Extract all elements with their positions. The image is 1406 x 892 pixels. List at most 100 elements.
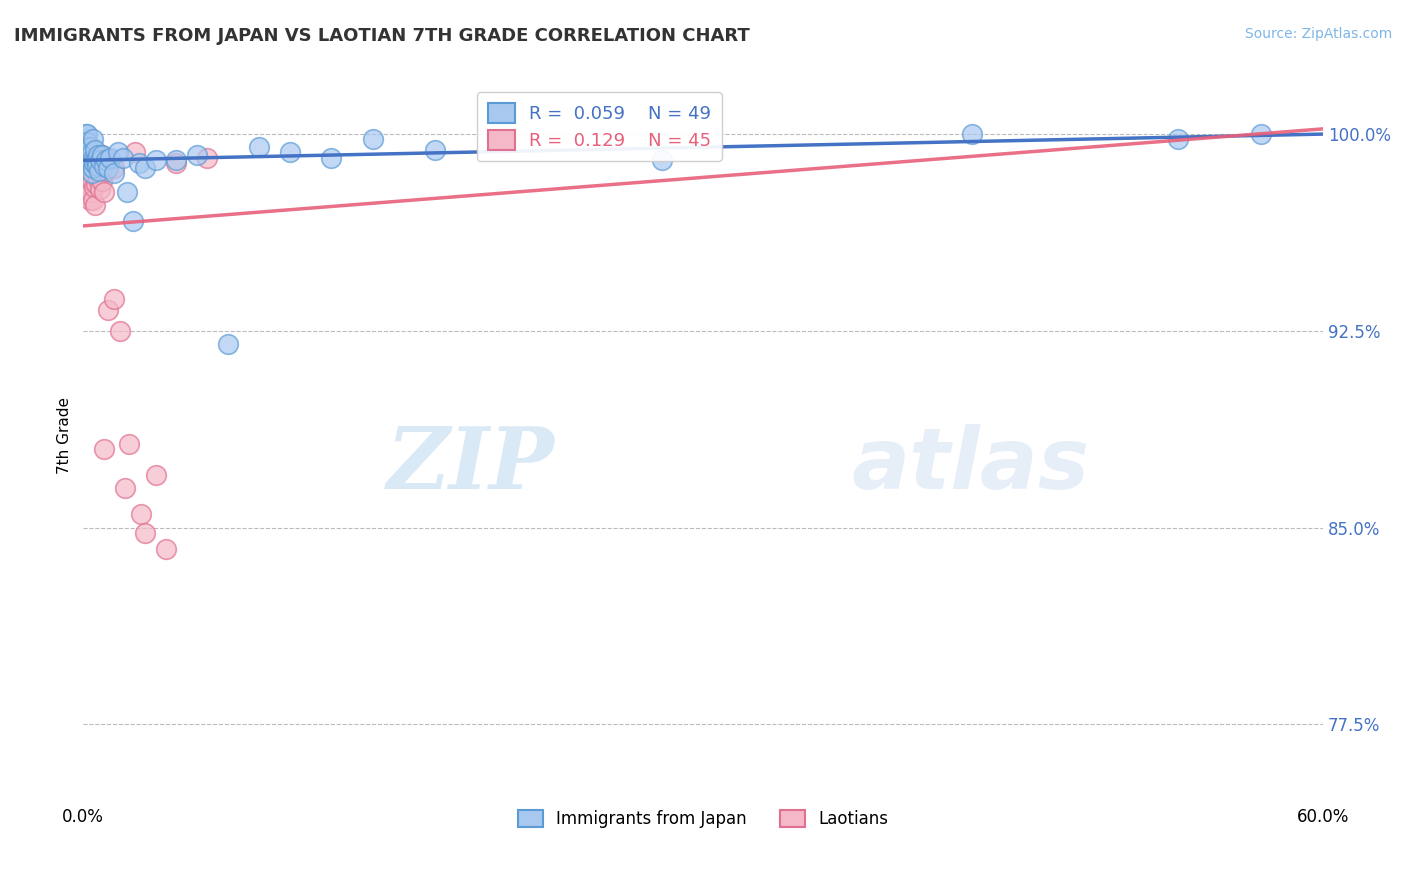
Point [107, 145, 129, 160]
Legend: Immigrants from Japan, Laotians: Immigrants from Japan, Laotians [512, 804, 896, 835]
Point [145, 153, 167, 168]
Point [423, 143, 446, 157]
Text: atlas: atlas [852, 424, 1090, 507]
Point [82, 193, 104, 207]
Point [103, 161, 125, 176]
Point [361, 132, 384, 146]
Point [83, 156, 105, 170]
Point [93, 159, 115, 173]
Point [145, 468, 167, 483]
Point [111, 151, 134, 165]
Point [97, 161, 120, 176]
Point [76, 135, 98, 149]
Point [75, 153, 97, 168]
Point [79, 166, 101, 180]
Point [75, 132, 97, 146]
Point [90, 148, 112, 162]
Point [84, 177, 107, 191]
Point [217, 337, 239, 351]
Point [247, 140, 270, 154]
Point [79, 140, 101, 154]
Point [73, 159, 96, 173]
Point [94, 163, 117, 178]
Point [278, 145, 301, 160]
Point [321, 151, 343, 165]
Point [134, 161, 156, 176]
Point [77, 179, 100, 194]
Point [90, 174, 112, 188]
Point [76, 151, 98, 165]
Point [195, 151, 218, 165]
Point [77, 145, 100, 160]
Y-axis label: 7th Grade: 7th Grade [58, 397, 72, 475]
Point [165, 156, 187, 170]
Point [80, 153, 103, 168]
Point [122, 213, 145, 227]
Point [97, 302, 120, 317]
Point [86, 159, 108, 173]
Point [165, 153, 187, 168]
Point [79, 159, 101, 173]
Point [73, 145, 96, 160]
Point [87, 148, 110, 162]
Point [76, 140, 98, 154]
Point [110, 324, 132, 338]
Point [77, 145, 100, 160]
Point [76, 127, 98, 141]
Point [79, 193, 101, 207]
Point [77, 153, 100, 168]
Point [82, 161, 104, 176]
Point [79, 148, 101, 162]
Text: Source: ZipAtlas.com: Source: ZipAtlas.com [1244, 27, 1392, 41]
Point [90, 148, 112, 162]
Point [83, 179, 105, 194]
Point [83, 143, 105, 157]
Point [80, 174, 103, 188]
Point [960, 127, 983, 141]
Point [134, 525, 156, 540]
Point [89, 182, 111, 196]
Point [87, 171, 110, 186]
Point [114, 481, 136, 495]
Point [79, 140, 101, 154]
Point [118, 436, 141, 450]
Point [73, 153, 96, 168]
Point [83, 151, 105, 165]
Point [80, 145, 103, 160]
Text: IMMIGRANTS FROM JAPAN VS LAOTIAN 7TH GRADE CORRELATION CHART: IMMIGRANTS FROM JAPAN VS LAOTIAN 7TH GRA… [14, 27, 749, 45]
Point [124, 145, 146, 160]
Point [87, 163, 110, 178]
Point [103, 293, 125, 307]
Point [76, 171, 98, 186]
Point [1250, 127, 1272, 141]
Point [89, 153, 111, 168]
Point [651, 153, 673, 168]
Point [103, 166, 125, 180]
Point [83, 198, 105, 212]
Point [80, 185, 103, 199]
Point [73, 140, 96, 154]
Point [93, 185, 115, 199]
Point [76, 161, 98, 176]
Point [79, 159, 101, 173]
Point [82, 132, 104, 146]
Point [75, 148, 97, 162]
Point [75, 127, 97, 141]
Point [98, 151, 121, 165]
Point [84, 153, 107, 168]
Point [155, 541, 177, 556]
Point [186, 148, 208, 162]
Point [94, 153, 117, 168]
Point [128, 156, 150, 170]
Point [1167, 132, 1189, 146]
Point [98, 153, 121, 168]
Point [80, 166, 103, 180]
Point [73, 140, 96, 154]
Point [115, 185, 138, 199]
Text: ZIP: ZIP [387, 424, 554, 507]
Point [75, 166, 97, 180]
Point [83, 153, 105, 168]
Point [93, 442, 115, 456]
Point [129, 508, 152, 522]
Point [87, 159, 110, 173]
